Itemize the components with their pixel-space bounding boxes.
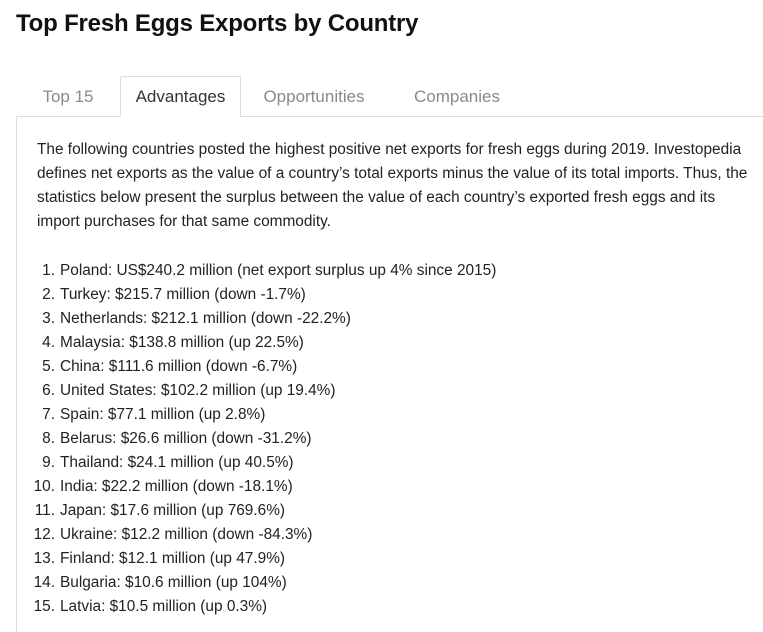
- list-item-text: Latvia: $10.5 million (up 0.3%): [60, 598, 268, 615]
- list-item-text: Ukraine: $12.2 million (down -84.3%): [60, 526, 313, 543]
- list-number: 6.: [42, 382, 55, 399]
- tab-advantages[interactable]: Advantages: [120, 76, 241, 117]
- tab-bar: Top 15 Advantages Opportunities Companie…: [16, 76, 763, 117]
- list-number: 9.: [42, 454, 55, 471]
- list-item: 13. Finland: $12.1 million (up 47.9%): [30, 547, 496, 571]
- list-number: 12.: [33, 526, 55, 543]
- intro-paragraph: The following countries posted the highe…: [37, 141, 748, 230]
- page-title: Top Fresh Eggs Exports by Country: [16, 10, 419, 37]
- list-item: 9. Thailand: $24.1 million (up 40.5%): [30, 451, 496, 475]
- list-item-text: Thailand: $24.1 million (up 40.5%): [60, 454, 294, 471]
- list-item: 3. Netherlands: $212.1 million (down -22.…: [30, 307, 496, 331]
- list-item: 14. Bulgaria: $10.6 million (up 104%): [30, 571, 496, 595]
- list-item: 6. United States: $102.2 million (up 19.4…: [30, 379, 496, 403]
- list-number: 5.: [42, 358, 55, 375]
- list-number: 15.: [33, 598, 55, 615]
- list-number: 14.: [33, 574, 55, 591]
- list-item-text: Bulgaria: $10.6 million (up 104%): [60, 574, 287, 591]
- list-item-text: Turkey: $215.7 million (down -1.7%): [60, 286, 306, 303]
- list-number: 11.: [34, 502, 55, 519]
- list-item-text: Poland: US$240.2 million (net export sur…: [60, 262, 497, 279]
- list-item: 5. China: $111.6 million (down -6.7%): [30, 355, 496, 379]
- tab-top-15[interactable]: Top 15: [42, 86, 94, 106]
- list-item-text: Belarus: $26.6 million (down -31.2%): [60, 430, 312, 447]
- list-number: 3.: [42, 310, 55, 327]
- list-item-text: Japan: $17.6 million (up 769.6%): [60, 502, 286, 519]
- list-number: 8.: [42, 430, 55, 447]
- list-number: 7.: [42, 406, 55, 423]
- list-item-text: Netherlands: $212.1 million (down -22.2%…: [60, 310, 351, 327]
- list-number: 1.: [42, 262, 55, 279]
- country-list: 1. Poland: US$240.2 million (net export s…: [30, 259, 497, 619]
- list-item-text: Spain: $77.1 million (up 2.8%): [60, 406, 266, 423]
- list-item: 12. Ukraine: $12.2 million (down -84.3%): [30, 523, 496, 547]
- list-item: 2. Turkey: $215.7 million (down -1.7%): [30, 283, 496, 307]
- list-item: 1. Poland: US$240.2 million (net export s…: [30, 259, 496, 283]
- list-item: 15. Latvia: $10.5 million (up 0.3%): [30, 595, 496, 619]
- tab-companies[interactable]: Companies: [414, 86, 500, 106]
- list-number: 13.: [33, 550, 55, 567]
- list-item: 7. Spain: $77.1 million (up 2.8%): [30, 403, 496, 427]
- tab-panel-advantages: The following countries posted the highe…: [16, 117, 763, 632]
- list-item: 11. Japan: $17.6 million (up 769.6%): [30, 499, 496, 523]
- list-item: 10. India: $22.2 million (down -18.1%): [30, 475, 496, 499]
- list-item-text: Malaysia: $138.8 million (up 22.5%): [60, 334, 304, 351]
- list-number: 10.: [33, 478, 55, 495]
- tab-opportunities[interactable]: Opportunities: [263, 86, 365, 106]
- list-number: 4.: [42, 334, 55, 351]
- list-item-text: United States: $102.2 million (up 19.4%): [60, 382, 336, 399]
- list-item-text: China: $111.6 million (down -6.7%): [60, 358, 298, 375]
- list-item: 4. Malaysia: $138.8 million (up 22.5%): [30, 331, 496, 355]
- list-item-text: India: $22.2 million (down -18.1%): [60, 478, 293, 495]
- list-number: 2.: [42, 286, 55, 303]
- list-item-text: Finland: $12.1 million (up 47.9%): [60, 550, 285, 567]
- list-item: 8. Belarus: $26.6 million (down -31.2%): [30, 427, 496, 451]
